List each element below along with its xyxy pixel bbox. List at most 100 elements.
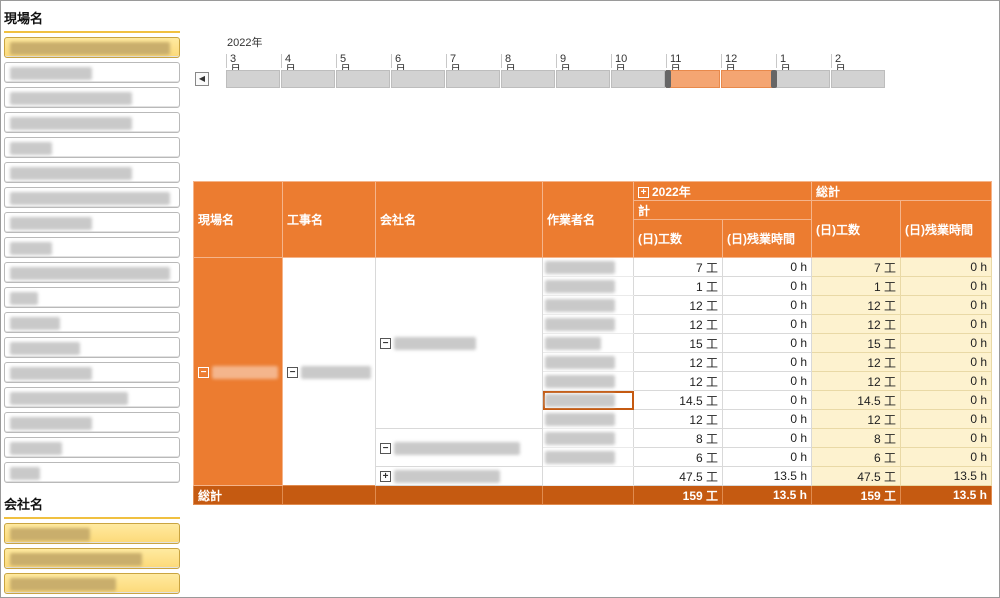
collapse-company-icon[interactable]: − [380, 338, 391, 350]
row-worker-cell[interactable] [542, 371, 634, 391]
redacted-label [10, 528, 90, 541]
timeline-month-cell[interactable] [831, 70, 885, 88]
redacted-label [10, 442, 62, 455]
timeline-handle-start[interactable] [665, 70, 671, 88]
value-overtime: 0 h [722, 409, 812, 429]
timeline-month-cell[interactable] [446, 70, 500, 88]
timeline-month-cell[interactable] [336, 70, 390, 88]
header-worker[interactable]: 作業者名 [542, 181, 634, 258]
timeline-month-cell[interactable] [281, 70, 335, 88]
header-grand-days: (日)工数 [811, 200, 901, 258]
value-overtime: 0 h [722, 276, 812, 296]
timeline-month-label: 8月 [501, 54, 516, 76]
value-total-overtime: 0 h [900, 257, 992, 277]
row-worker-cell[interactable] [542, 276, 634, 296]
redacted-label [10, 267, 170, 280]
value-overtime: 0 h [722, 447, 812, 467]
slicer-company: 会社名 [4, 492, 180, 598]
slicer-item[interactable] [4, 62, 180, 83]
value-overtime: 0 h [722, 295, 812, 315]
collapse-work-icon[interactable]: − [287, 366, 298, 378]
redacted-label [10, 242, 52, 255]
timeline-month-label: 5月 [336, 54, 351, 76]
slicer-item[interactable] [4, 437, 180, 458]
value-days: 12 工 [633, 314, 723, 334]
slicer-item[interactable] [4, 162, 180, 183]
header-grand-overtime: (日)残業時間 [900, 200, 992, 258]
slicer-item[interactable] [4, 312, 180, 333]
slicer-item[interactable] [4, 237, 180, 258]
value-total-overtime: 0 h [900, 371, 992, 391]
timeline-month-label: 4月 [281, 54, 296, 76]
value-overtime: 0 h [722, 371, 812, 391]
slicer-item[interactable] [4, 412, 180, 433]
redacted-label [545, 280, 615, 293]
redacted-label [394, 470, 500, 484]
slicer-item[interactable] [4, 262, 180, 283]
slicer-item[interactable] [4, 187, 180, 208]
slicer-site-list[interactable] [4, 37, 180, 485]
table-row: +47.5 工 13.5 h 47.5 工 13.5 h [194, 466, 992, 486]
value-total-days: 12 工 [811, 314, 901, 334]
slicer-item[interactable] [4, 87, 180, 108]
timeline-month-cell[interactable] [501, 70, 555, 88]
value-total-overtime: 0 h [900, 276, 992, 296]
redacted-label [10, 553, 142, 566]
row-worker-cell[interactable] [542, 466, 634, 486]
row-worker-cell[interactable] [542, 257, 634, 277]
value-total-overtime: 0 h [900, 295, 992, 315]
row-worker-cell[interactable] [542, 352, 634, 372]
expand-company-icon[interactable]: + [380, 471, 391, 483]
timeline-month-cell[interactable] [776, 70, 830, 88]
header-company[interactable]: 会社名 [375, 181, 543, 258]
slicer-item[interactable] [4, 287, 180, 308]
slicer-item[interactable] [4, 112, 180, 133]
timeline-month-cell[interactable] [611, 70, 665, 88]
slicer-item[interactable] [4, 37, 180, 58]
row-worker-cell[interactable] [542, 314, 634, 334]
value-overtime: 0 h [722, 257, 812, 277]
redacted-label [10, 578, 116, 591]
row-worker-cell[interactable] [542, 409, 634, 429]
header-site[interactable]: 現場名 [193, 181, 283, 258]
slicer-item[interactable] [4, 362, 180, 383]
collapse-site-icon[interactable]: − [198, 366, 209, 378]
slicer-item[interactable] [4, 573, 180, 594]
row-site-cell: − [193, 257, 283, 486]
slicer-item[interactable] [4, 548, 180, 569]
timeline-month-cell[interactable] [556, 70, 610, 88]
value-total-days: 12 工 [811, 295, 901, 315]
collapse-company-icon[interactable]: − [380, 442, 391, 454]
value-total-days: 7 工 [811, 257, 901, 277]
row-worker-cell[interactable] [542, 428, 634, 448]
header-year[interactable]: +2022年 [633, 181, 812, 201]
row-worker-cell[interactable] [542, 333, 634, 353]
slicer-item[interactable] [4, 137, 180, 158]
slicer-item[interactable] [4, 523, 180, 544]
timeline-month-cell[interactable] [666, 70, 720, 88]
timeline-handle-end[interactable] [771, 70, 777, 88]
header-year-label: 2022年 [652, 184, 691, 199]
slicer-item[interactable] [4, 337, 180, 358]
slicer-item[interactable] [4, 462, 180, 483]
grand-total-overtime-all: 13.5 h [900, 485, 992, 505]
slicer-item[interactable] [4, 387, 180, 408]
timeline-month-cell[interactable] [226, 70, 280, 88]
slicer-company-title: 会社名 [4, 492, 180, 519]
row-worker-cell[interactable] [542, 390, 634, 410]
timeline-month-cell[interactable] [721, 70, 775, 88]
row-worker-cell[interactable] [542, 447, 634, 467]
timeline-scroll-left-button[interactable]: ◀ [195, 72, 209, 86]
slicer-company-list[interactable] [4, 523, 180, 598]
timeline-month-cell[interactable] [391, 70, 445, 88]
collapse-year-icon[interactable]: + [638, 186, 649, 198]
row-worker-cell[interactable] [542, 295, 634, 315]
slicer-item[interactable] [4, 212, 180, 233]
value-total-days: 14.5 工 [811, 390, 901, 410]
redacted-label [394, 441, 520, 455]
header-work[interactable]: 工事名 [282, 181, 376, 258]
